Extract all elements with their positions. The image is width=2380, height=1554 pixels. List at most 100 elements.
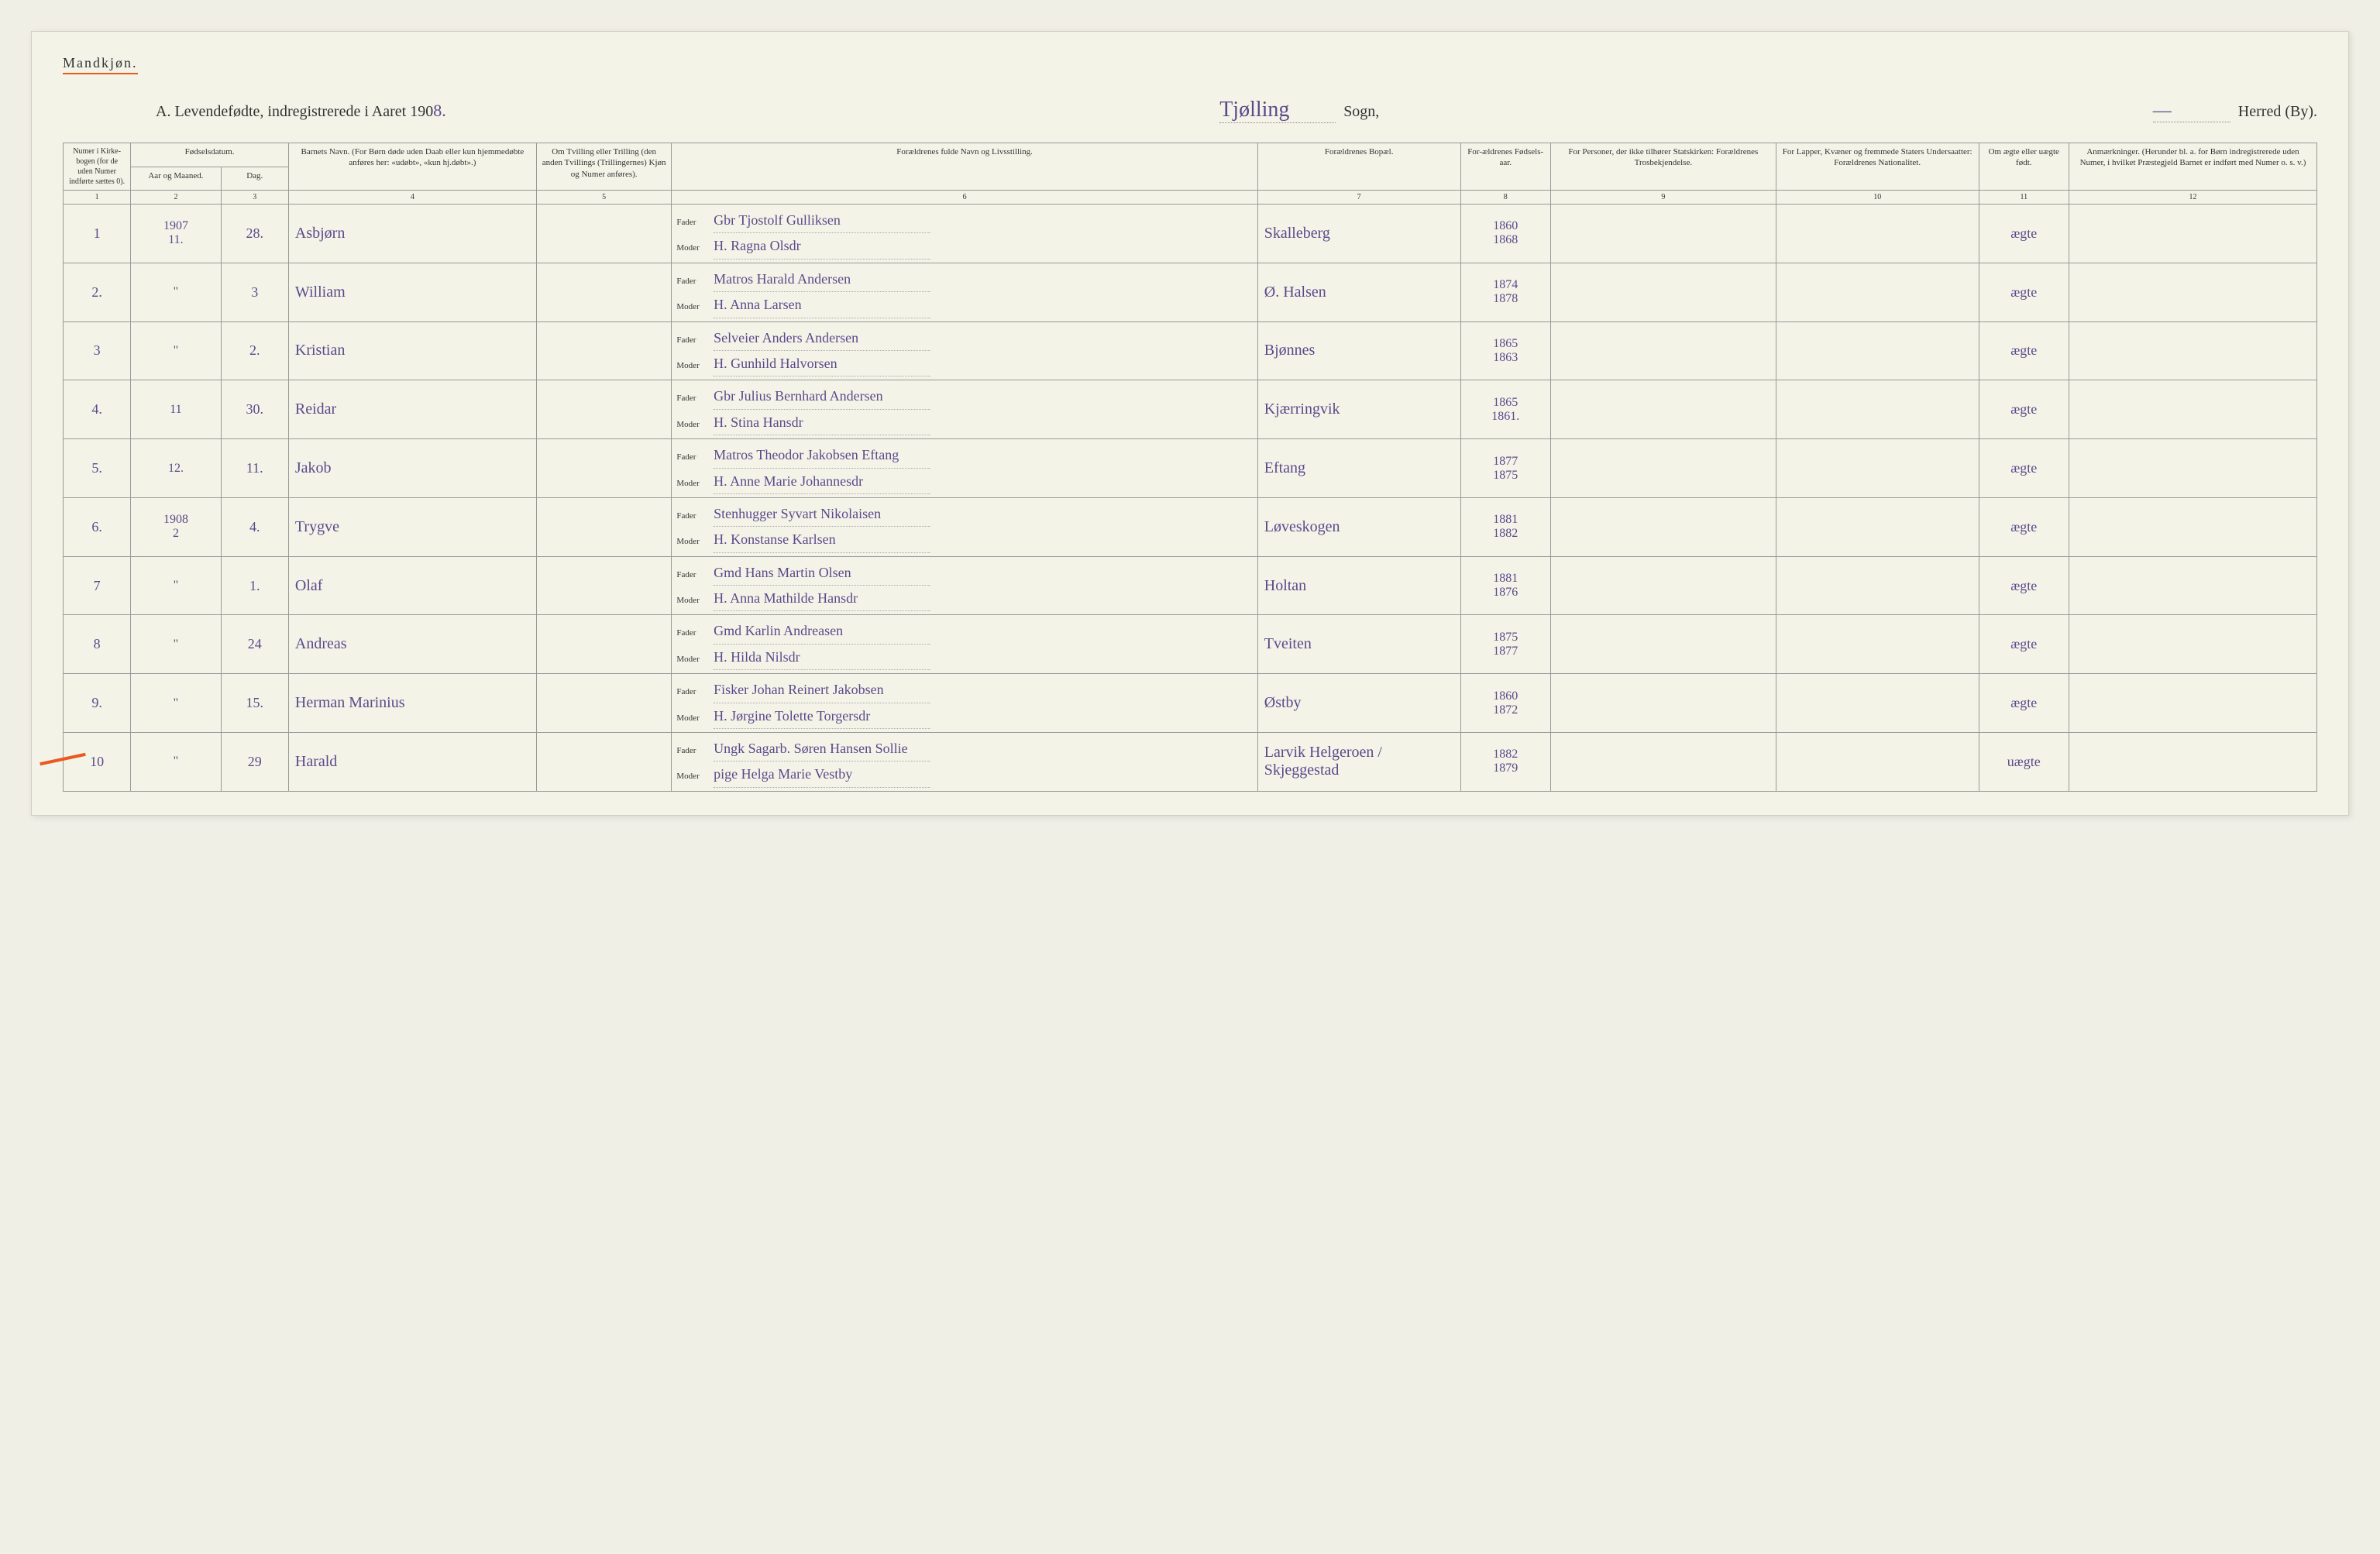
cell-yearmonth: " <box>131 733 221 792</box>
sogn-label: Sogn, <box>1343 103 1379 121</box>
col-header-day: Dag. <box>221 167 288 191</box>
cell-remarks <box>2069 556 2316 615</box>
cell-legitimacy: ægte <box>1979 674 2069 733</box>
cell-childname: Asbjørn <box>288 205 536 263</box>
page-header: Mandkjøn. A. Levendefødte, indregistrere… <box>63 55 2317 123</box>
cell-childname: Olaf <box>288 556 536 615</box>
cell-parent-birthyears: 1860 1872 <box>1460 674 1550 733</box>
mother-birthyear: 1878 <box>1466 292 1546 306</box>
cell-childname: William <box>288 263 536 321</box>
cell-residence: Holtan <box>1257 556 1460 615</box>
cell-parent-birthyears: 1881 1882 <box>1460 497 1550 556</box>
cell-twin <box>536 380 672 439</box>
table-row: 6. 19082 4. Trygve Fader Stenhugger Syva… <box>64 497 2317 556</box>
cell-residence: Løveskogen <box>1257 497 1460 556</box>
cell-childname: Kristian <box>288 321 536 380</box>
gender-heading: Mandkjøn. <box>63 55 138 74</box>
cell-faith <box>1550 556 1776 615</box>
cell-remarks <box>2069 674 2316 733</box>
mother-birthyear: 1879 <box>1466 762 1546 775</box>
father-birthyear: 1881 <box>1466 513 1546 527</box>
father-birthyear: 1881 <box>1466 572 1546 586</box>
cell-number: 2. <box>64 263 131 321</box>
district-handwritten: — <box>2153 101 2230 122</box>
fader-label: Fader <box>676 450 711 466</box>
cell-parents: Fader Ungk Sagarb. Søren Hansen Sollie M… <box>672 733 1257 792</box>
cell-nationality <box>1776 439 1979 498</box>
cell-parents: Fader Gmd Karlin Andreasen Moder H. Hild… <box>672 615 1257 674</box>
cell-legitimacy: ægte <box>1979 615 2069 674</box>
cell-parent-birthyears: 1860 1868 <box>1460 205 1550 263</box>
colnum: 2 <box>131 191 221 205</box>
cell-nationality <box>1776 205 1979 263</box>
colnum: 1 <box>64 191 131 205</box>
col-header-childname: Barnets Navn. (For Børn døde uden Daab e… <box>288 143 536 191</box>
father-birthyear: 1882 <box>1466 748 1546 762</box>
cell-twin <box>536 321 672 380</box>
cell-number: 3 <box>64 321 131 380</box>
cell-twin <box>536 556 672 615</box>
cell-number: 8 <box>64 615 131 674</box>
cell-parent-birthyears: 1877 1875 <box>1460 439 1550 498</box>
colnum: 4 <box>288 191 536 205</box>
col-header-nationality: For Lapper, Kvæner og fremmede Staters U… <box>1776 143 1979 191</box>
cell-residence: Larvik Helgeroen / Skjeggestad <box>1257 733 1460 792</box>
cell-yearmonth: " <box>131 263 221 321</box>
fader-label: Fader <box>676 685 711 700</box>
father-birthyear: 1874 <box>1466 278 1546 292</box>
cell-nationality <box>1776 674 1979 733</box>
cell-twin <box>536 439 672 498</box>
cell-twin <box>536 263 672 321</box>
cell-nationality <box>1776 263 1979 321</box>
moder-label: Moder <box>676 476 711 492</box>
table-row: 8 " 24 Andreas Fader Gmd Karlin Andrease… <box>64 615 2317 674</box>
father-name: Gbr Julius Bernhard Andersen <box>714 383 930 409</box>
col-header-parents: Forældrenes fulde Navn og Livsstilling. <box>672 143 1257 191</box>
mother-name: H. Anna Mathilde Hansdr <box>714 586 930 611</box>
cell-remarks <box>2069 380 2316 439</box>
mother-name: H. Stina Hansdr <box>714 410 930 435</box>
cell-faith <box>1550 205 1776 263</box>
colnum: 8 <box>1460 191 1550 205</box>
col-header-faith: For Personer, der ikke tilhører Statskir… <box>1550 143 1776 191</box>
col-header-parent-birthyear: For-ældrenes Fødsels-aar. <box>1460 143 1550 191</box>
father-name: Selveier Anders Andersen <box>714 325 930 351</box>
cell-parents: Fader Matros Harald Andersen Moder H. An… <box>672 263 1257 321</box>
cell-childname: Jakob <box>288 439 536 498</box>
cell-nationality <box>1776 615 1979 674</box>
fader-label: Fader <box>676 509 711 524</box>
mother-birthyear: 1877 <box>1466 645 1546 658</box>
cell-legitimacy: ægte <box>1979 205 2069 263</box>
cell-number: 7 <box>64 556 131 615</box>
mother-birthyear: 1872 <box>1466 703 1546 717</box>
cell-parent-birthyears: 1874 1878 <box>1460 263 1550 321</box>
mother-name: H. Anne Marie Johannesdr <box>714 469 930 494</box>
cell-remarks <box>2069 733 2316 792</box>
col-header-residence: Forældrenes Bopæl. <box>1257 143 1460 191</box>
fader-label: Fader <box>676 568 711 583</box>
cell-day: 2. <box>221 321 288 380</box>
cell-residence: Tveiten <box>1257 615 1460 674</box>
cell-nationality <box>1776 556 1979 615</box>
cell-legitimacy: ægte <box>1979 380 2069 439</box>
moder-label: Moder <box>676 359 711 374</box>
mother-birthyear: 1861. <box>1466 410 1546 424</box>
cell-parent-birthyears: 1881 1876 <box>1460 556 1550 615</box>
father-birthyear: 1865 <box>1466 396 1546 410</box>
cell-remarks <box>2069 615 2316 674</box>
mother-name: H. Gunhild Halvorsen <box>714 351 930 376</box>
cell-nationality <box>1776 380 1979 439</box>
mother-name: H. Hilda Nilsdr <box>714 645 930 670</box>
father-name: Fisker Johan Reinert Jakobsen <box>714 677 930 703</box>
mother-name: pige Helga Marie Vestby <box>714 762 930 787</box>
cell-parent-birthyears: 1882 1879 <box>1460 733 1550 792</box>
cell-parent-birthyears: 1875 1877 <box>1460 615 1550 674</box>
column-number-row: 1 2 3 4 5 6 7 8 9 10 11 12 <box>64 191 2317 205</box>
mother-birthyear: 1882 <box>1466 527 1546 541</box>
cell-parents: Fader Matros Theodor Jakobsen Eftang Mod… <box>672 439 1257 498</box>
record-title: A. Levendefødte, indregistrerede i Aaret… <box>156 101 446 121</box>
colnum: 12 <box>2069 191 2316 205</box>
father-birthyear: 1865 <box>1466 337 1546 351</box>
cell-number: 6. <box>64 497 131 556</box>
table-row: 3 " 2. Kristian Fader Selveier Anders An… <box>64 321 2317 380</box>
